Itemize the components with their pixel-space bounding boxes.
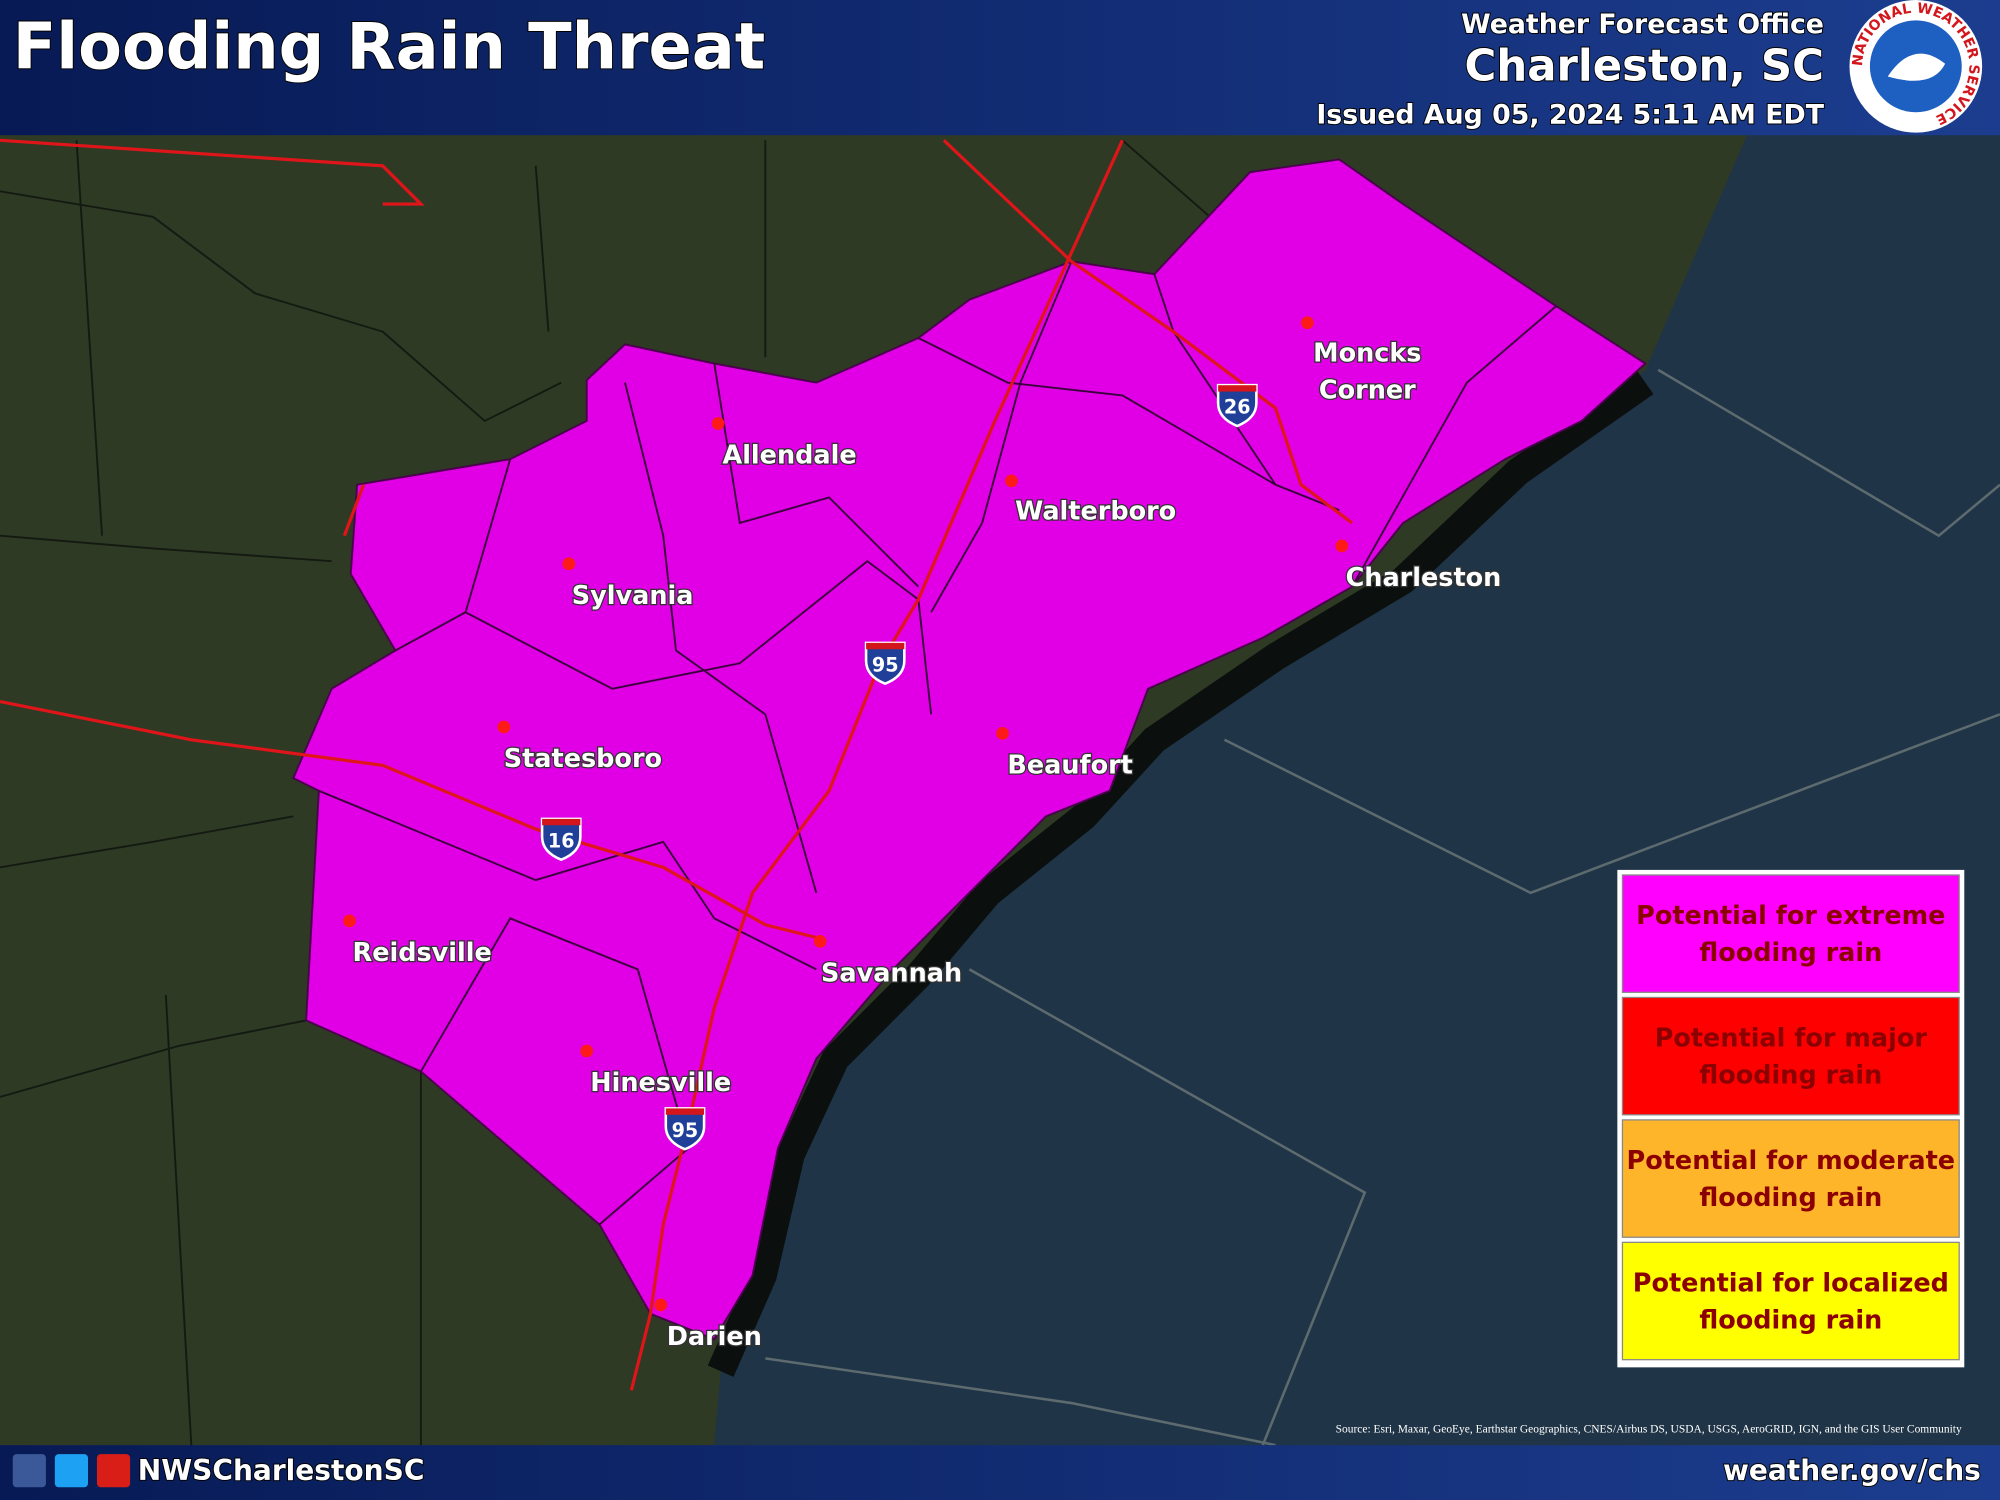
office: Charleston, SC	[1465, 41, 1824, 91]
interstate-shield	[1216, 383, 1258, 428]
city-label: Corner	[1319, 376, 1416, 406]
office-label: Weather Forecast Office	[1461, 9, 1824, 40]
city-dot	[343, 914, 356, 928]
city-label: Statesboro	[504, 744, 662, 774]
facebook-icon[interactable]	[12, 1454, 46, 1488]
legend-swatch	[1621, 1119, 1960, 1238]
city-label: Darien	[667, 1322, 762, 1352]
legend-label: Potential for moderate	[1627, 1146, 1956, 1176]
title: Flooding Rain Threat	[13, 11, 765, 85]
legend-label: flooding rain	[1699, 1061, 1882, 1091]
city-label: Sylvania	[572, 581, 694, 611]
footer-bar	[0, 1445, 2000, 1500]
legend-swatch	[1621, 996, 1960, 1116]
social-handle: NWSCharlestonSC	[138, 1454, 425, 1487]
shield-number: 26	[1224, 396, 1251, 419]
source-credit: Source: Esri, Maxar, GeoEye, Earthstar G…	[1336, 1423, 1962, 1435]
city-dot	[497, 720, 511, 734]
highways	[0, 138, 1353, 1391]
legend-label: flooding rain	[1699, 1305, 1882, 1335]
legend-label: flooding rain	[1699, 1183, 1882, 1213]
city-label: Allendale	[722, 441, 856, 471]
city-dot	[813, 934, 827, 948]
shield-top	[665, 1108, 705, 1115]
legend-label: Potential for localized	[1633, 1268, 1949, 1298]
issued: Issued Aug 05, 2024 5:11 AM EDT	[1316, 100, 1824, 131]
city-label: Reidsville	[353, 938, 492, 968]
interstate-shield	[540, 817, 582, 862]
shield-top	[866, 642, 905, 650]
twitter-icon[interactable]	[54, 1454, 89, 1488]
logo-cloud	[1887, 53, 1946, 81]
city-label: Beaufort	[1007, 751, 1132, 781]
city-label: Charleston	[1346, 563, 1502, 593]
city-dot	[562, 557, 576, 571]
legend-swatch	[1621, 1241, 1960, 1361]
marine-zone-lines	[765, 368, 2000, 1447]
youtube-icon[interactable]	[96, 1454, 131, 1488]
legend-swatch	[1621, 874, 1960, 993]
city-dot	[1301, 316, 1314, 330]
city-label: Walterboro	[1015, 497, 1176, 527]
interstate-shield	[664, 1107, 706, 1151]
city-label: Hinesville	[590, 1068, 731, 1098]
city-dot	[654, 1298, 668, 1312]
county-lines	[0, 139, 1226, 1446]
legend-label: flooding rain	[1699, 938, 1882, 968]
city-dot	[1335, 539, 1349, 553]
shield-number: 16	[548, 829, 575, 852]
county-lines-inner	[318, 261, 1557, 1226]
city-dot	[711, 417, 725, 430]
city-dot	[1005, 474, 1018, 488]
city-label: Moncks	[1313, 339, 1421, 369]
city-dot	[580, 1044, 594, 1058]
shield-number: 95	[672, 1119, 699, 1142]
header-bar	[0, 0, 2000, 136]
legend-label: Potential for extreme	[1636, 901, 1945, 931]
shield-top	[542, 818, 581, 826]
website: weather.gov/chs	[1723, 1454, 1981, 1487]
shield-number: 95	[872, 653, 899, 676]
extreme-threat-area	[292, 158, 1647, 1341]
interstate-shield	[864, 641, 906, 686]
city-label: Savannah	[821, 958, 962, 988]
city-dot	[996, 727, 1009, 740]
coast-shadow	[707, 371, 1654, 1377]
shield-top	[1218, 385, 1257, 392]
legend-label: Potential for major	[1655, 1024, 1928, 1054]
